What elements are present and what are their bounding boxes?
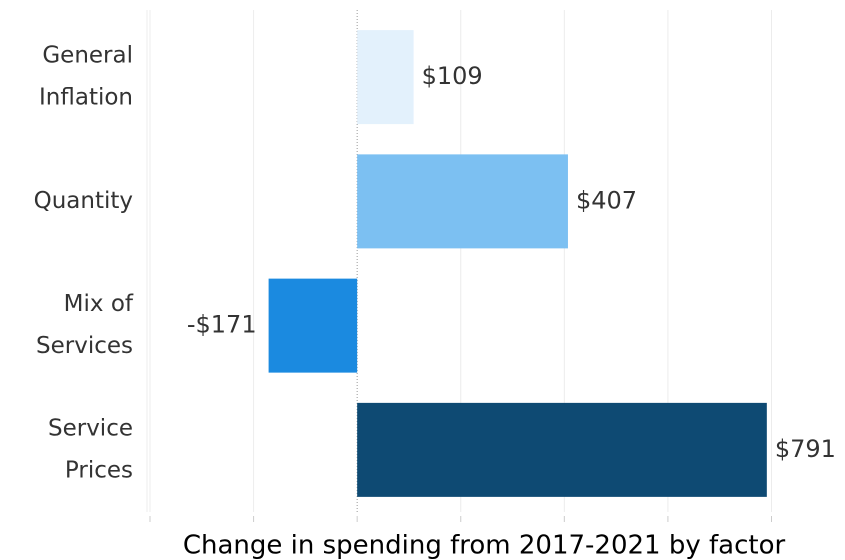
- category-label: Services: [36, 333, 133, 359]
- value-label: $791: [775, 435, 836, 463]
- chart-title: Change in spending from 2017-2021 by fac…: [183, 531, 786, 560]
- category-label: General: [42, 43, 133, 69]
- value-label: $109: [422, 62, 483, 90]
- bar: [357, 30, 414, 125]
- category-label: Prices: [65, 457, 133, 483]
- category-label: Inflation: [39, 85, 133, 111]
- bar: [268, 278, 358, 373]
- bar: [357, 402, 767, 497]
- category-label: Service: [48, 415, 133, 441]
- category-label: Quantity: [34, 188, 133, 214]
- value-label: $407: [576, 186, 637, 214]
- category-label: Mix of: [64, 291, 134, 317]
- bar: [357, 154, 568, 249]
- value-label: -$171: [187, 311, 257, 339]
